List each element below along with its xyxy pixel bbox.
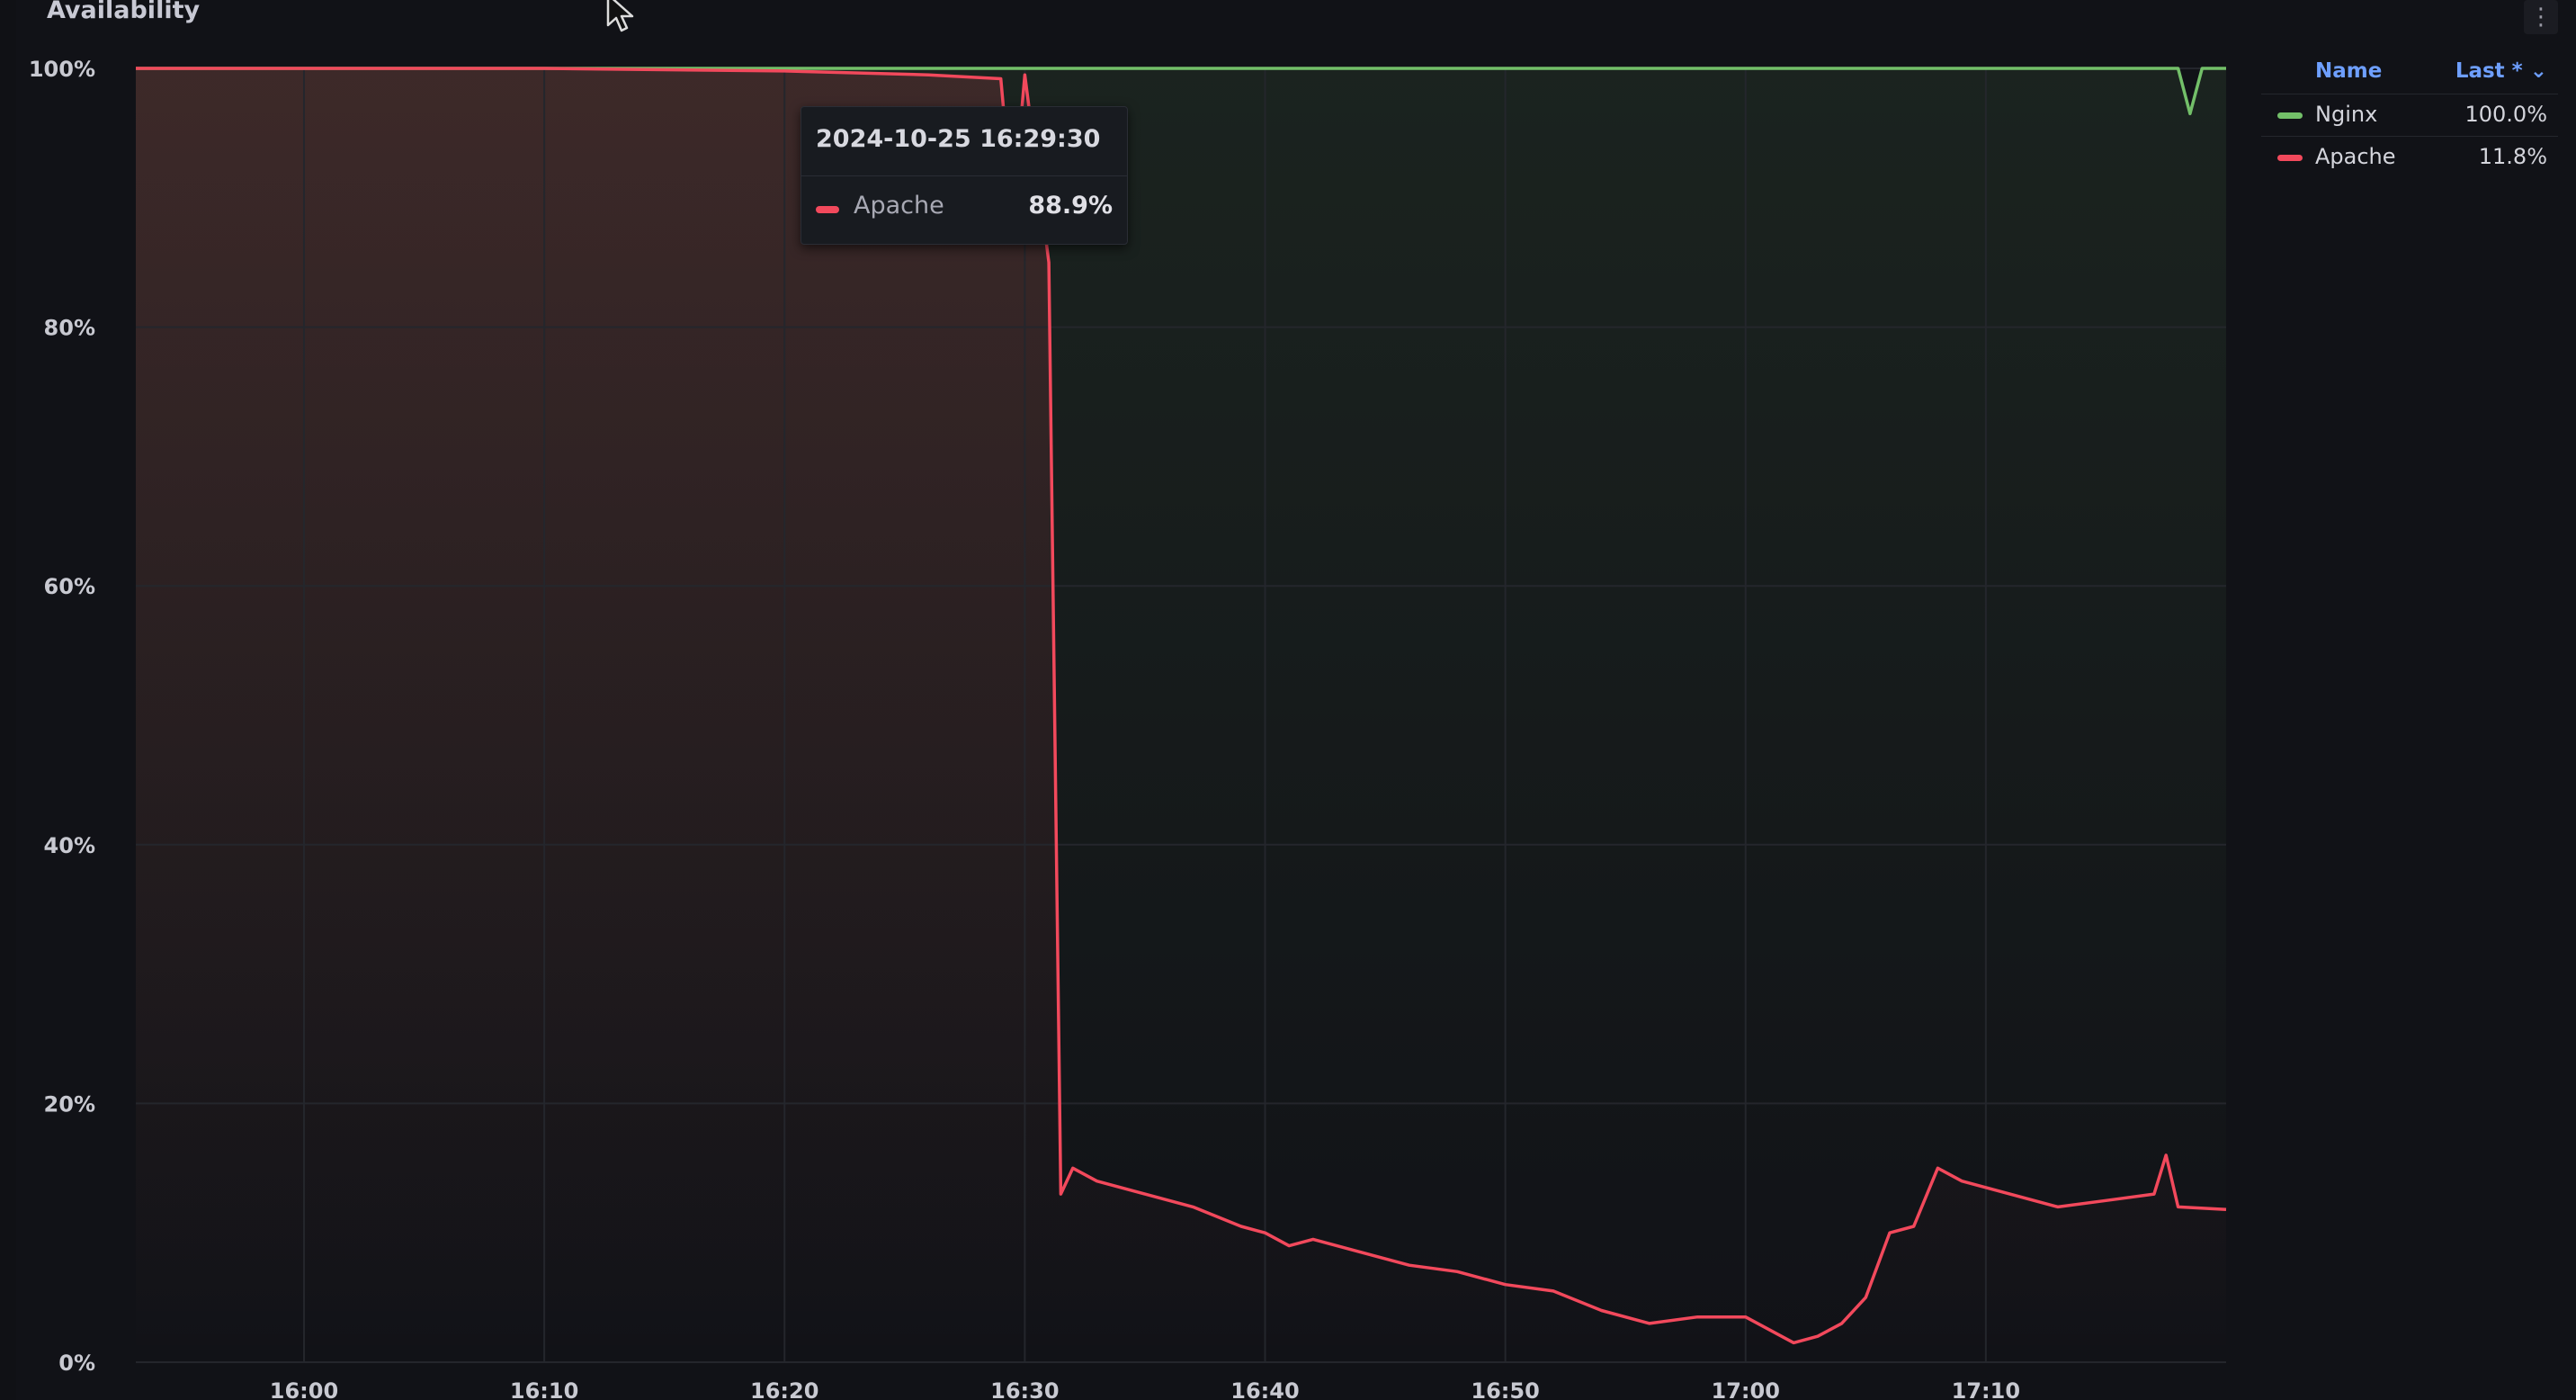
panel-title[interactable]: Availability: [47, 0, 201, 24]
x-tick-label: 17:10: [1952, 1378, 2020, 1400]
legend-swatch: [2277, 155, 2303, 161]
legend-item-nginx[interactable]: Nginx 100.0%: [2261, 94, 2558, 136]
tooltip-series-swatch: [816, 206, 839, 213]
y-tick-label: 40%: [44, 833, 95, 858]
x-tick-label: 16:00: [270, 1378, 338, 1400]
x-tick-label: 17:00: [1712, 1378, 1780, 1400]
tooltip-series-value: 88.9%: [1028, 192, 1113, 220]
y-tick-label: 20%: [44, 1091, 95, 1117]
x-tick-label: 16:40: [1230, 1378, 1299, 1400]
x-tick-label: 16:10: [510, 1378, 578, 1400]
availability-chart[interactable]: 0% 20% 40% 60% 80% 100% 16:00 16:10 16:20 16:30 16…: [16, 0, 2576, 1400]
tooltip-divider: [801, 175, 1127, 176]
availability-panel: 0% 20% 40% 60% 80% 100% 16:00 16:10 16:20 16:30 16…: [16, 0, 2576, 1400]
x-tick-label: 16:50: [1471, 1378, 1539, 1400]
y-tick-label: 80%: [44, 316, 95, 341]
tooltip-series-name: Apache: [854, 192, 944, 220]
tooltip-time: 2024-10-25 16:29:30: [816, 125, 1101, 153]
legend-table: Name Last * ⌄ Nginx 100.0% Apache 11.8%: [2261, 54, 2558, 178]
y-tick-label: 100%: [29, 57, 95, 82]
vertical-ellipsis-icon: ⋮: [2529, 4, 2553, 31]
x-tick-label: 16:20: [750, 1378, 818, 1400]
y-tick-label: 0%: [58, 1351, 95, 1376]
legend-item-apache[interactable]: Apache 11.8%: [2261, 136, 2558, 178]
tooltip: 2024-10-25 16:29:30 Apache 88.9%: [801, 106, 1128, 245]
legend-item-name: Nginx: [2315, 102, 2378, 127]
legend-header: Name Last * ⌄: [2261, 54, 2558, 94]
legend-item-last: 100.0%: [2464, 102, 2547, 127]
legend-swatch: [2277, 112, 2303, 119]
panel-menu-button[interactable]: ⋮: [2524, 0, 2558, 34]
apache-area-fill: [136, 68, 2226, 1362]
mouse-pointer-icon: [606, 0, 634, 32]
x-tick-label: 16:30: [990, 1378, 1059, 1400]
series-line-nginx: [136, 67, 2226, 116]
legend-item-name: Apache: [2315, 144, 2396, 169]
legend-header-name[interactable]: Name: [2315, 59, 2383, 83]
y-tick-label: 60%: [44, 574, 95, 599]
legend-item-last: 11.8%: [2478, 144, 2547, 169]
legend-header-last-sort[interactable]: Last * ⌄: [2455, 59, 2547, 83]
